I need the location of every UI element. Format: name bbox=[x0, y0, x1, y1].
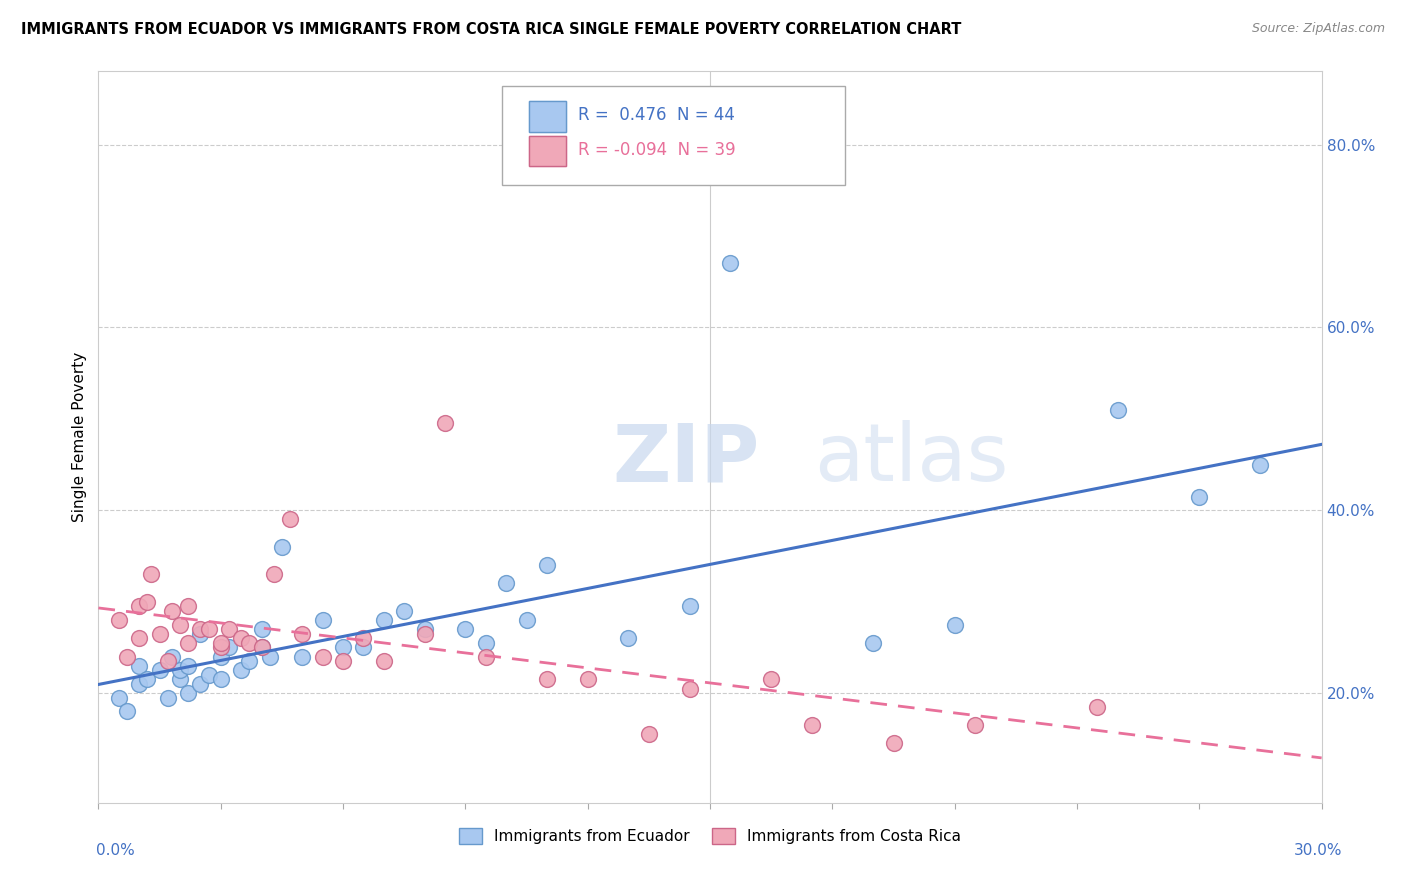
Point bbox=[188, 622, 212, 636]
Point bbox=[761, 673, 783, 687]
Point bbox=[278, 512, 301, 526]
Point bbox=[1188, 490, 1211, 504]
Text: 0.0%: 0.0% bbox=[96, 843, 135, 858]
Point bbox=[108, 613, 131, 627]
Point bbox=[434, 417, 457, 431]
Point bbox=[576, 673, 599, 687]
Point bbox=[332, 640, 354, 655]
Point bbox=[128, 677, 150, 691]
Point bbox=[1085, 699, 1108, 714]
Point bbox=[169, 617, 191, 632]
Point bbox=[392, 604, 416, 618]
Point bbox=[108, 690, 131, 705]
Point bbox=[943, 617, 966, 632]
Point bbox=[136, 673, 159, 687]
Point bbox=[259, 649, 281, 664]
Point bbox=[177, 636, 200, 650]
Point bbox=[209, 673, 232, 687]
Point bbox=[209, 640, 232, 655]
Point bbox=[231, 632, 253, 646]
Point bbox=[1249, 458, 1271, 472]
Point bbox=[883, 736, 905, 750]
Point bbox=[177, 658, 200, 673]
Point bbox=[413, 626, 436, 640]
Point bbox=[474, 649, 498, 664]
Point bbox=[128, 658, 150, 673]
Point bbox=[291, 649, 314, 664]
Point bbox=[263, 567, 285, 582]
Point bbox=[312, 613, 335, 627]
Text: ZIP: ZIP bbox=[612, 420, 759, 498]
Point bbox=[679, 599, 702, 614]
Point bbox=[197, 622, 219, 636]
Point bbox=[197, 667, 219, 681]
Point bbox=[218, 622, 240, 636]
Point bbox=[679, 681, 702, 696]
Point bbox=[332, 654, 354, 668]
Bar bbox=[529, 102, 565, 132]
Point bbox=[373, 654, 395, 668]
Point bbox=[637, 727, 661, 741]
Point bbox=[218, 640, 240, 655]
Point bbox=[862, 636, 884, 650]
Point bbox=[250, 640, 273, 655]
Point bbox=[801, 718, 824, 732]
Point bbox=[718, 256, 742, 270]
Point bbox=[149, 663, 172, 677]
Point bbox=[177, 599, 200, 614]
Point bbox=[1107, 402, 1129, 417]
Point bbox=[238, 654, 260, 668]
Point bbox=[231, 663, 253, 677]
Point bbox=[149, 626, 172, 640]
Point bbox=[128, 632, 150, 646]
Point bbox=[169, 673, 191, 687]
Bar bbox=[529, 102, 565, 132]
Point bbox=[495, 576, 517, 591]
Point bbox=[413, 622, 436, 636]
Point bbox=[160, 649, 183, 664]
Point bbox=[128, 599, 150, 614]
Bar bbox=[529, 136, 565, 167]
Point bbox=[250, 622, 273, 636]
Point bbox=[209, 649, 232, 664]
Legend: Immigrants from Ecuador, Immigrants from Costa Rica: Immigrants from Ecuador, Immigrants from… bbox=[453, 822, 967, 850]
Point bbox=[536, 673, 558, 687]
Point bbox=[536, 558, 558, 573]
Text: R = -0.094  N = 39: R = -0.094 N = 39 bbox=[578, 141, 735, 160]
Text: Source: ZipAtlas.com: Source: ZipAtlas.com bbox=[1251, 22, 1385, 36]
Point bbox=[516, 613, 538, 627]
Y-axis label: Single Female Poverty: Single Female Poverty bbox=[72, 352, 87, 522]
Point bbox=[373, 613, 395, 627]
Text: IMMIGRANTS FROM ECUADOR VS IMMIGRANTS FROM COSTA RICA SINGLE FEMALE POVERTY CORR: IMMIGRANTS FROM ECUADOR VS IMMIGRANTS FR… bbox=[21, 22, 962, 37]
Point bbox=[250, 640, 273, 655]
Point bbox=[115, 705, 138, 719]
Point bbox=[238, 636, 260, 650]
Point bbox=[312, 649, 335, 664]
Point bbox=[454, 622, 477, 636]
Point bbox=[617, 632, 640, 646]
Bar bbox=[529, 136, 565, 167]
Point bbox=[156, 690, 179, 705]
Text: atlas: atlas bbox=[814, 420, 1008, 498]
Point bbox=[169, 663, 191, 677]
Text: 30.0%: 30.0% bbox=[1295, 843, 1343, 858]
Point bbox=[115, 649, 138, 664]
FancyBboxPatch shape bbox=[502, 86, 845, 185]
Point bbox=[209, 636, 232, 650]
Point bbox=[352, 640, 374, 655]
Point bbox=[156, 654, 179, 668]
Point bbox=[291, 626, 314, 640]
Point bbox=[177, 686, 200, 700]
Point bbox=[188, 626, 212, 640]
Text: R =  0.476  N = 44: R = 0.476 N = 44 bbox=[578, 106, 735, 124]
Point bbox=[352, 632, 374, 646]
Point bbox=[965, 718, 987, 732]
Point bbox=[474, 636, 498, 650]
Point bbox=[141, 567, 163, 582]
Point bbox=[136, 594, 159, 608]
Point bbox=[160, 604, 183, 618]
Point bbox=[270, 540, 294, 554]
Point bbox=[188, 677, 212, 691]
